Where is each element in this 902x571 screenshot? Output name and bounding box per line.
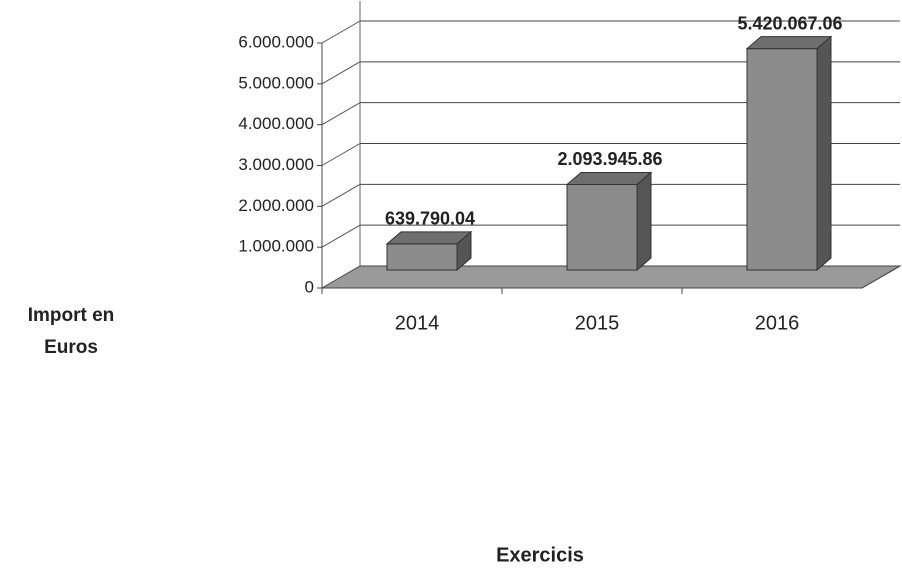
y-tick-label: 6.000.000 (238, 32, 314, 51)
x-axis-label: Exercicis (496, 544, 584, 566)
grid-diagonal (321, 102, 361, 126)
floor-edge (861, 265, 901, 289)
grid-diagonal (321, 183, 361, 207)
y-tick-label: 5.000.000 (238, 73, 314, 92)
grid-diagonal (321, 143, 361, 166)
grid-diagonal (321, 224, 361, 248)
grid-diagonal (321, 61, 361, 85)
x-tick-label: 2016 (755, 312, 800, 334)
y-tick-label: 3.000.000 (238, 155, 314, 174)
value-label: 5.420.067.06 (737, 13, 842, 33)
bar (566, 183, 638, 271)
bar (386, 243, 458, 271)
bar (746, 48, 818, 271)
y-axis-label: Import en Euros (27, 305, 115, 358)
value-label: 2.093.945.86 (557, 149, 662, 169)
grid-diagonal (321, 20, 361, 44)
y-tick-label: 0 (305, 277, 314, 296)
bar-side (456, 230, 472, 272)
y-tick-label: 1.000.000 (238, 237, 314, 256)
bar-side (816, 35, 832, 272)
y-tick-label: 4.000.000 (238, 114, 314, 133)
grid-diagonal (321, 265, 361, 289)
bar-side (636, 171, 652, 272)
x-tick-label: 2014 (395, 312, 440, 334)
x-tick-label: 2015 (575, 312, 620, 334)
value-label: 639.790.04 (385, 209, 475, 229)
y-tick-label: 2.000.000 (238, 196, 314, 215)
